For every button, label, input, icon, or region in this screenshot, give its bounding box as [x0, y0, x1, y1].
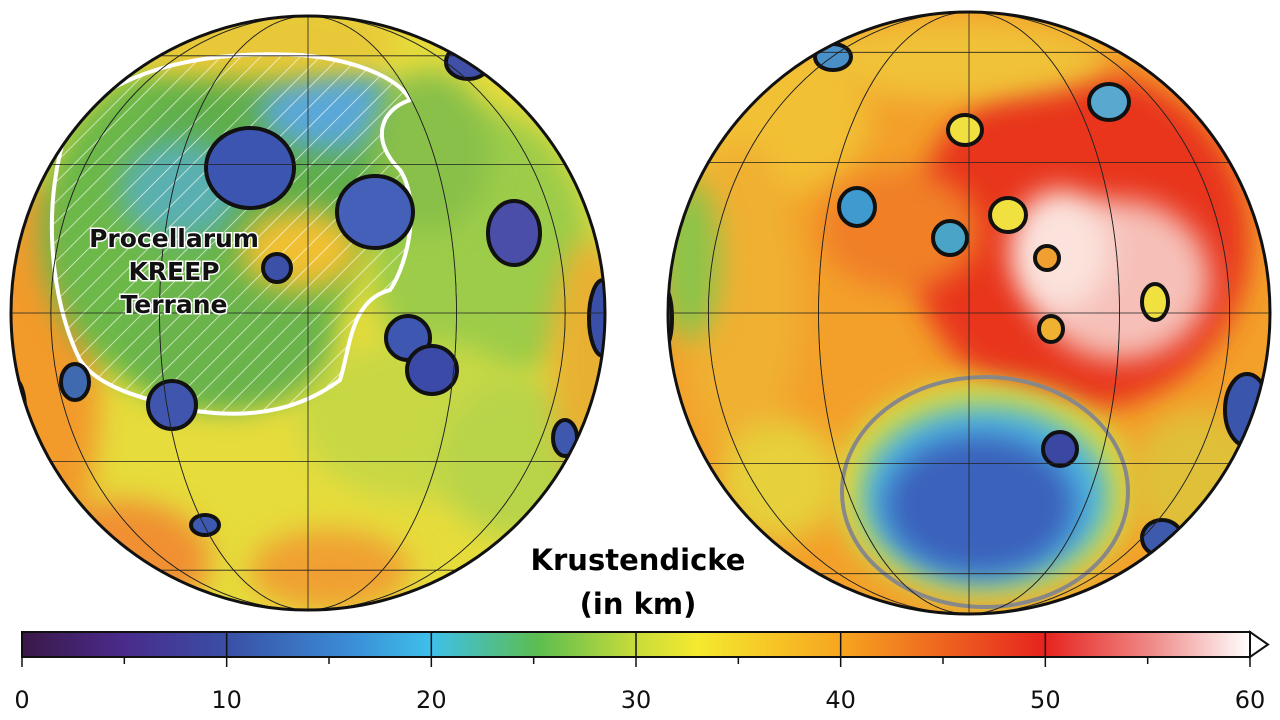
basin — [668, 286, 674, 350]
basin — [146, 379, 198, 431]
meridian — [159, 16, 457, 610]
basin — [189, 513, 221, 537]
basin — [1140, 282, 1170, 322]
tick-label: 10 — [211, 686, 242, 714]
region-label: Procellarum — [89, 224, 259, 253]
basin-outline — [840, 375, 1130, 609]
tick-label: 50 — [1030, 686, 1061, 714]
basin — [1037, 314, 1065, 344]
basin — [261, 252, 293, 284]
basin — [405, 344, 459, 396]
basin — [1087, 82, 1131, 122]
meridian — [707, 12, 1231, 614]
thickness-field — [810, 20, 1110, 100]
basin — [335, 174, 415, 250]
thickness-field — [1010, 190, 1110, 310]
basin — [837, 186, 877, 228]
basin — [931, 219, 969, 257]
basin — [1041, 430, 1079, 468]
tick-label: 0 — [14, 686, 29, 714]
basin — [988, 196, 1028, 234]
thickness-field — [720, 420, 840, 540]
colorbar: 0 10 20 30 40 50 60 — [14, 630, 1270, 714]
tick-label: 20 — [416, 686, 447, 714]
basin — [946, 113, 984, 147]
legend-title: (in km) — [580, 587, 697, 621]
basin — [1033, 244, 1061, 272]
thickness-field — [885, 435, 1075, 575]
thickness-field — [30, 500, 210, 610]
tick-label: 30 — [621, 686, 652, 714]
basin — [1140, 518, 1184, 558]
colorbar-arrow — [1249, 630, 1270, 659]
basin — [59, 362, 91, 402]
hemisphere-outline — [666, 10, 1272, 616]
tick-label: 40 — [825, 686, 856, 714]
basin — [204, 126, 296, 210]
meridian — [50, 16, 566, 610]
basin — [486, 199, 542, 267]
meridian — [818, 12, 1120, 614]
tick-label: 60 — [1235, 686, 1266, 714]
region-label: KREEP — [128, 257, 219, 286]
region-label: Terrane — [121, 290, 228, 319]
basin — [551, 418, 579, 458]
legend-title: Krustendicke — [531, 543, 746, 577]
hemisphere-outline — [9, 14, 607, 612]
